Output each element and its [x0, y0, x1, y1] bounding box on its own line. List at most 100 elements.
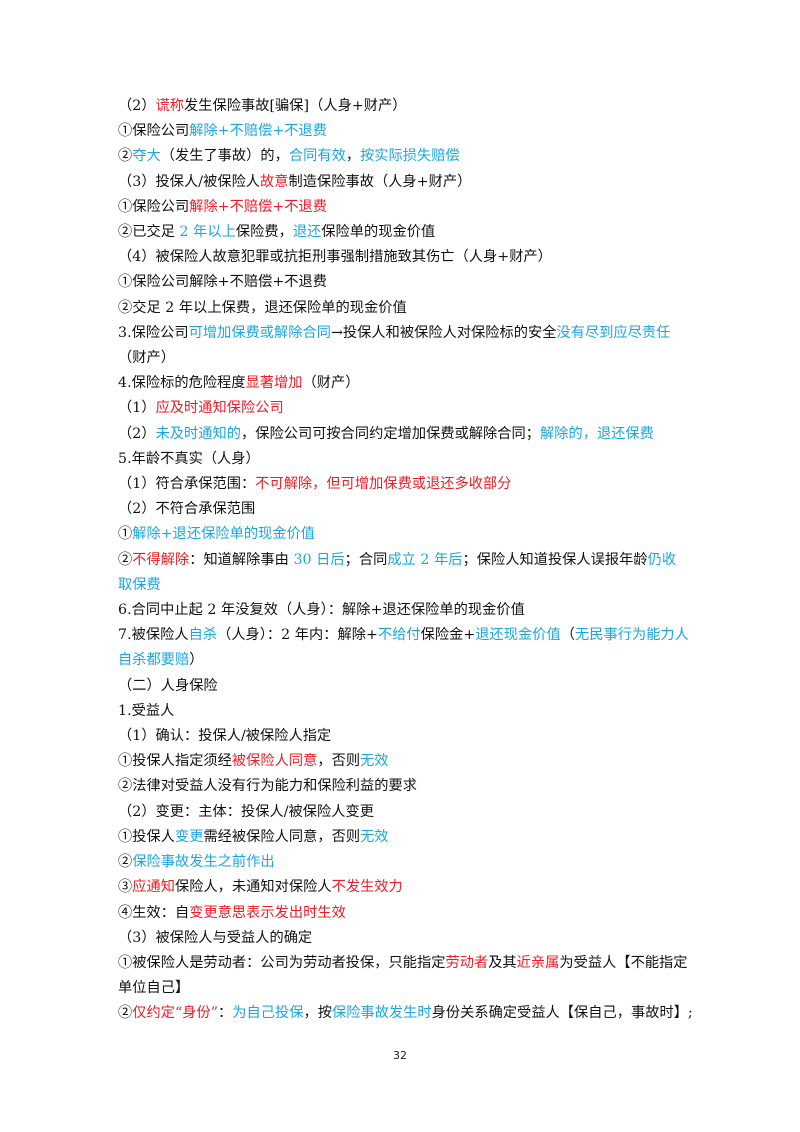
- text-line: ①保险公司解除+不赔偿+不退费: [118, 119, 690, 144]
- text-line: ③应通知保险人，未通知对保险人不发生效力: [118, 875, 690, 900]
- text-segment: 7.被保险人: [118, 627, 189, 644]
- text-segment: →投保人和被保险人对保险标的安全: [330, 324, 557, 341]
- text-segment: （2）: [118, 425, 156, 442]
- text-segment: ①投保人指定须经: [118, 753, 232, 770]
- text-segment: 保险金+: [420, 627, 476, 644]
- text-segment: 变更意思表示发出时生效: [189, 904, 346, 921]
- text-segment: 解除的，退还保费: [540, 425, 654, 442]
- text-segment: 未及时通知的: [155, 425, 241, 442]
- text-segment: 故意: [260, 173, 289, 190]
- text-line: 4.保险标的危险程度显著增加（财产）: [118, 371, 690, 396]
- text-segment: （人身）：2 年内：解除+: [217, 627, 378, 644]
- text-line: ①保险公司解除+不赔偿+不退费: [118, 270, 690, 295]
- text-segment: 需经被保险人同意，否则: [203, 828, 361, 845]
- text-line: （2）谎称发生保险事故[骗保]（人身+财产）: [118, 94, 690, 119]
- text-segment: ，按: [303, 1005, 332, 1022]
- page-number: 32: [393, 1049, 407, 1062]
- text-segment: 制造保险事故（人身+财产）: [288, 173, 472, 190]
- text-segment: ，否则: [317, 753, 361, 770]
- text-line: ②法律对受益人没有行为能力和保险利益的要求: [118, 774, 690, 799]
- text-segment: 无效: [360, 828, 389, 845]
- text-segment: ②: [118, 854, 133, 871]
- text-line: （2）变更：主体：投保人/被保险人变更: [118, 800, 690, 825]
- text-segment: 谎称: [155, 98, 185, 114]
- text-segment: 不得解除: [132, 551, 190, 568]
- text-segment: （1）确认：投保人/被保险人指定: [118, 728, 332, 745]
- text-line: ①投保人指定须经被保险人同意，否则无效: [118, 749, 690, 774]
- text-segment: （2）: [118, 98, 156, 114]
- text-segment: 保险事故发生时: [331, 1005, 432, 1022]
- text-line: （4）被保险人故意犯罪或抗拒刑事强制措施致其伤亡（人身+财产）: [118, 245, 690, 270]
- text-segment: 显著增加: [245, 375, 303, 392]
- text-segment: 身份关系确定受益人【保自己，事故时】;: [431, 1005, 693, 1022]
- text-segment: 应通知: [132, 879, 175, 896]
- text-line: ②保险事故发生之前作出: [118, 850, 690, 875]
- text-segment: 保险人，未通知对保险人: [174, 879, 332, 896]
- text-segment: 仍收取保费: [118, 551, 677, 593]
- text-segment: （发生了事故）的，: [160, 148, 289, 165]
- text-segment: （财产）: [118, 350, 175, 367]
- document-body: （2）谎称发生保险事故[骗保]（人身+财产） ①保险公司解除+不赔偿+不退费 ②夺大…: [118, 94, 693, 1027]
- text-segment: 为受益人【不能指定单位自己】: [118, 954, 688, 997]
- text-segment: 应及时通知保险公司: [155, 400, 284, 417]
- text-segment: （二）人身保险: [118, 677, 218, 694]
- text-line: ①解除+退还保险单的现金价值: [118, 522, 690, 547]
- text-line: 3.保险公司可增加保费或解除合同→投保人和被保险人对保险标的安全没有尽到应尽责任…: [118, 321, 690, 371]
- text-segment: （1）符合承保范围：: [118, 476, 256, 493]
- text-segment: 保险费，: [235, 224, 293, 241]
- text-segment: ②交足 2 年以上保费，退还保险单的现金价值: [118, 299, 407, 316]
- text-segment: 不发生效力: [331, 879, 403, 896]
- text-segment: 不给付: [377, 627, 421, 644]
- text-segment: 为自己投保: [232, 1005, 304, 1022]
- text-line: ②不得解除：知道解除事由 30 日后；合同成立 2 年后；保险人知道投保人误报年…: [118, 548, 690, 598]
- text-segment: ②: [118, 148, 133, 165]
- text-line: 1.受益人: [118, 699, 690, 724]
- text-line: ④生效：自变更意思表示发出时生效: [118, 901, 690, 926]
- text-segment: ②: [118, 551, 133, 568]
- text-segment: 变更: [174, 828, 204, 845]
- text-segment: 发生保险事故[骗保]（人身+财产）: [184, 98, 407, 114]
- text-segment: ，: [345, 148, 361, 165]
- text-line: （2）不符合承保范围: [118, 497, 690, 522]
- text-segment: （: [560, 627, 575, 644]
- text-line: （1）应及时通知保险公司: [118, 396, 690, 421]
- text-segment: （4）被保险人故意犯罪或抗拒刑事强制措施致其伤亡（人身+财产）: [118, 249, 552, 266]
- text-segment: 5.年龄不真实（人身）: [118, 450, 260, 467]
- text-segment: 1.受益人: [118, 702, 175, 719]
- text-segment: 自杀: [188, 627, 218, 644]
- text-line: ①被保险人是劳动者：公司为劳动者投保，只能指定劳动者及其近亲属为受益人【不能指定…: [118, 951, 690, 1001]
- text-segment: 及其: [488, 954, 517, 971]
- text-segment: 6.合同中止起 2 年没复效（人身）：解除+退还保险单的现金价值: [118, 602, 525, 619]
- text-segment: 退还现金价值: [475, 627, 561, 644]
- text-line: ②交足 2 年以上保费，退还保险单的现金价值: [118, 296, 690, 321]
- text-segment: ②法律对受益人没有行为能力和保险利益的要求: [118, 778, 417, 795]
- text-segment: 近亲属: [516, 954, 560, 971]
- text-segment: （2）不符合承保范围: [118, 501, 256, 518]
- text-segment: ③: [118, 879, 133, 896]
- text-segment: 保险事故发生之前作出: [132, 854, 275, 871]
- text-line: （3）投保人/被保险人故意制造保险事故（人身+财产）: [118, 170, 690, 195]
- text-line: ①投保人变更需经被保险人同意，否则无效: [118, 825, 690, 850]
- text-segment: ①保险公司: [118, 123, 190, 140]
- text-segment: 可增加保费或解除合同: [188, 324, 331, 341]
- text-segment: 保险单的现金价值: [321, 224, 436, 241]
- text-segment: ②: [118, 1005, 133, 1022]
- text-segment: 30 日后: [293, 551, 345, 568]
- text-line: 5.年龄不真实（人身）: [118, 447, 690, 472]
- text-segment: 2 年以上: [179, 224, 236, 241]
- text-line: ①保险公司解除+不赔偿+不退费: [118, 195, 690, 220]
- text-segment: ；合同: [344, 551, 388, 568]
- text-line: 7.被保险人自杀（人身）：2 年内：解除+不给付保险金+退还现金价值（无民事行为…: [118, 623, 690, 673]
- text-segment: （3）被保险人与受益人的确定: [118, 929, 313, 946]
- text-segment: ：: [218, 1005, 233, 1022]
- text-segment: ①保险公司: [118, 198, 190, 215]
- text-segment: ②已交足: [118, 224, 180, 241]
- text-line: （1）符合承保范围：不可解除，但可增加保费或退还多收部分: [118, 472, 690, 497]
- text-line: ②已交足 2 年以上保险费，退还保险单的现金价值: [118, 220, 690, 245]
- text-segment: 按实际损失赔偿: [360, 148, 460, 165]
- text-segment: （财产）: [302, 375, 360, 392]
- text-segment: ①保险公司解除+不赔偿+不退费: [118, 274, 327, 291]
- text-segment: 无民事行为能力人自杀都要赔: [118, 627, 689, 669]
- text-segment: 成立 2 年后: [387, 551, 463, 568]
- text-segment: 解除+退还保险单的现金价值: [132, 526, 316, 543]
